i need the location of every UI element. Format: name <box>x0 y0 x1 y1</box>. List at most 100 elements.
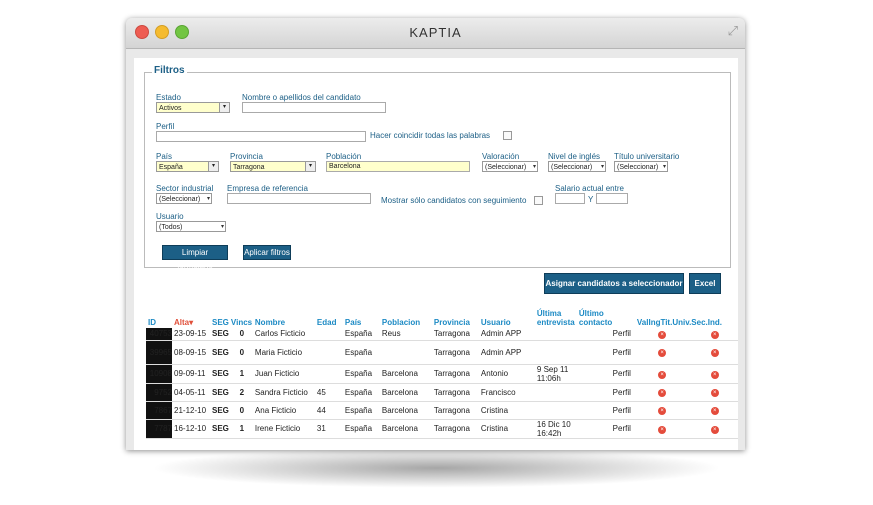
row-id: 40753 <box>146 328 172 341</box>
row-seg: SEG <box>210 340 229 365</box>
col-poblacion[interactable]: Poblacion <box>381 318 421 327</box>
col-nombre[interactable]: Nombre <box>254 318 286 327</box>
row-nombre-link[interactable]: Sandra Ficticio <box>252 383 315 402</box>
table-row[interactable]: 7787 16-12-10 SEG 1 Irene Ficticio 31 España Ba… <box>146 419 738 439</box>
table-row[interactable]: 7867 21-12-10 SEG 0 Ana Ficticio 44 España Barc… <box>146 401 738 420</box>
pais-value: España <box>159 164 183 171</box>
row-perfil-link[interactable]: Perfil <box>576 328 635 341</box>
row-pais: España <box>342 383 380 402</box>
valoracion-select[interactable]: (Seleccionar) ▾ <box>482 161 538 172</box>
col-vincs[interactable]: Vincs <box>230 318 253 327</box>
provincia-select[interactable]: Tarragona ▾ <box>230 161 316 172</box>
row-provincia: Tarragona <box>431 383 479 402</box>
table-row[interactable]: 9752 04-05-11 SEG 2 Sandra Ficticio 45 España B… <box>146 383 738 402</box>
row-perfil-link[interactable]: Perfil <box>576 383 635 402</box>
usuario-select[interactable]: (Todos) ▾ <box>156 221 226 232</box>
row-status-b: × <box>687 383 738 402</box>
row-nombre-link[interactable]: Irene Ficticio <box>252 419 315 439</box>
chevron-down-icon: ▾ <box>208 162 218 171</box>
col-seg[interactable]: SEG <box>212 318 229 327</box>
row-edad <box>314 364 343 384</box>
row-status-a: × <box>634 419 688 439</box>
nombre-input[interactable] <box>242 102 386 113</box>
row-edad: 45 <box>314 383 343 402</box>
coincidir-label: Hacer coincidir todas las palabras <box>370 131 491 140</box>
titulo-select[interactable]: (Seleccionar) ▾ <box>614 161 668 172</box>
row-id: 7787 <box>146 419 172 439</box>
sector-select[interactable]: (Seleccionar) ▾ <box>156 193 212 204</box>
asignar-candidatos-button[interactable]: Asignar candidatos a seleccionador <box>544 273 684 294</box>
col-ultimo-contacto[interactable]: Último contacto <box>578 309 613 327</box>
col-usuario[interactable]: Usuario <box>480 318 511 327</box>
estado-select[interactable]: Activos ▾ <box>156 102 230 113</box>
row-provincia: Tarragona <box>431 401 479 420</box>
row-vincs: 2 <box>228 383 253 402</box>
row-nombre-link[interactable]: Maria Ficticio <box>252 340 315 365</box>
row-alta: 21-12-10 <box>172 401 210 420</box>
pais-select[interactable]: España ▾ <box>156 161 219 172</box>
col-edad[interactable]: Edad <box>316 318 337 327</box>
row-seg: SEG <box>210 401 229 420</box>
page-content: Filtros Estado Activos ▾ Nombre o apellid… <box>134 58 738 450</box>
seguimiento-checkbox[interactable] <box>534 196 543 205</box>
row-nombre-link[interactable]: Juan Ficticio <box>252 364 315 384</box>
row-usuario[interactable]: Francisco <box>478 383 535 402</box>
row-status-b: × <box>687 340 738 365</box>
chevron-down-icon: ▾ <box>219 103 229 112</box>
row-nombre-link[interactable]: Ana Ficticio <box>252 401 315 420</box>
ingles-select[interactable]: (Seleccionar) ▾ <box>548 161 606 172</box>
aplicar-filtros-button[interactable]: Aplicar filtros <box>243 245 291 260</box>
close-circle-icon: × <box>710 330 719 339</box>
row-nombre-link[interactable]: Carlos Ficticio <box>252 328 315 341</box>
sector-value: (Seleccionar) <box>159 196 201 203</box>
close-window-button[interactable] <box>135 25 149 39</box>
row-ultima-entrevista <box>534 340 577 365</box>
col-provincia[interactable]: Provincia <box>433 318 470 327</box>
close-circle-icon: × <box>710 389 719 397</box>
row-perfil-link[interactable]: Perfil <box>576 364 635 384</box>
zoom-window-button[interactable] <box>175 25 189 39</box>
provincia-value: Tarragona <box>233 164 265 171</box>
row-perfil-link[interactable]: Perfil <box>576 419 635 439</box>
table-row[interactable]: 40753 23-09-15 SEG 0 Carlos Ficticio España Re… <box>146 328 738 341</box>
row-pais: España <box>342 419 380 439</box>
row-status-a: × <box>634 328 688 341</box>
row-poblacion: Barcelona <box>379 419 432 439</box>
close-circle-icon: × <box>710 349 719 357</box>
col-ultima-entrevista[interactable]: Última entrevista <box>536 309 575 327</box>
fullscreen-icon[interactable]: ⤢ <box>727 24 738 39</box>
row-poblacion: Barcelona <box>379 383 432 402</box>
row-pais: España <box>342 340 380 365</box>
close-circle-icon: × <box>710 407 719 415</box>
perfil-label: Perfil <box>156 122 175 131</box>
salario-max-input[interactable] <box>596 193 628 204</box>
row-usuario[interactable]: Antonio <box>478 364 535 384</box>
row-usuario[interactable]: Cristina <box>478 419 535 439</box>
col-pais[interactable]: País <box>344 318 362 327</box>
row-id: 39965 <box>146 340 172 365</box>
table-header-row: ID Alta▾ SEG Vincs Nombre Edad País Pobl… <box>146 305 738 328</box>
row-alta: 23-09-15 <box>172 328 210 341</box>
row-vincs: 1 <box>228 364 253 384</box>
table-row[interactable]: 10908 09-09-11 SEG 1 Juan Ficticio España Barc… <box>146 364 738 384</box>
table-row[interactable]: 39965 08-09-15 SEG 0 Maria Ficticio España Tar… <box>146 340 738 365</box>
title-bar[interactable]: KAPTIA ⤢ <box>126 18 745 49</box>
pais-label: País <box>156 152 173 161</box>
sort-desc-icon: ▾ <box>189 318 194 327</box>
row-perfil-link[interactable]: Perfil <box>576 340 635 365</box>
titulo-value: (Seleccionar) <box>617 164 659 171</box>
poblacion-input[interactable]: Barcelona <box>326 161 470 172</box>
limpiar-formulario-button[interactable]: Limpiar formulario <box>162 245 228 270</box>
coincidir-checkbox[interactable] <box>503 131 512 140</box>
close-circle-icon: × <box>658 330 667 339</box>
minimize-window-button[interactable] <box>155 25 169 39</box>
salario-min-input[interactable] <box>555 193 585 204</box>
row-perfil-link[interactable]: Perfil <box>576 401 635 420</box>
col-alta[interactable]: Alta▾ <box>172 305 210 328</box>
empresa-input[interactable] <box>227 193 371 204</box>
col-id[interactable]: ID <box>148 318 156 327</box>
excel-button[interactable]: Excel <box>689 273 721 294</box>
row-usuario[interactable]: Cristina <box>478 401 535 420</box>
row-id: 9752 <box>146 383 172 402</box>
perfil-input[interactable] <box>156 131 366 142</box>
